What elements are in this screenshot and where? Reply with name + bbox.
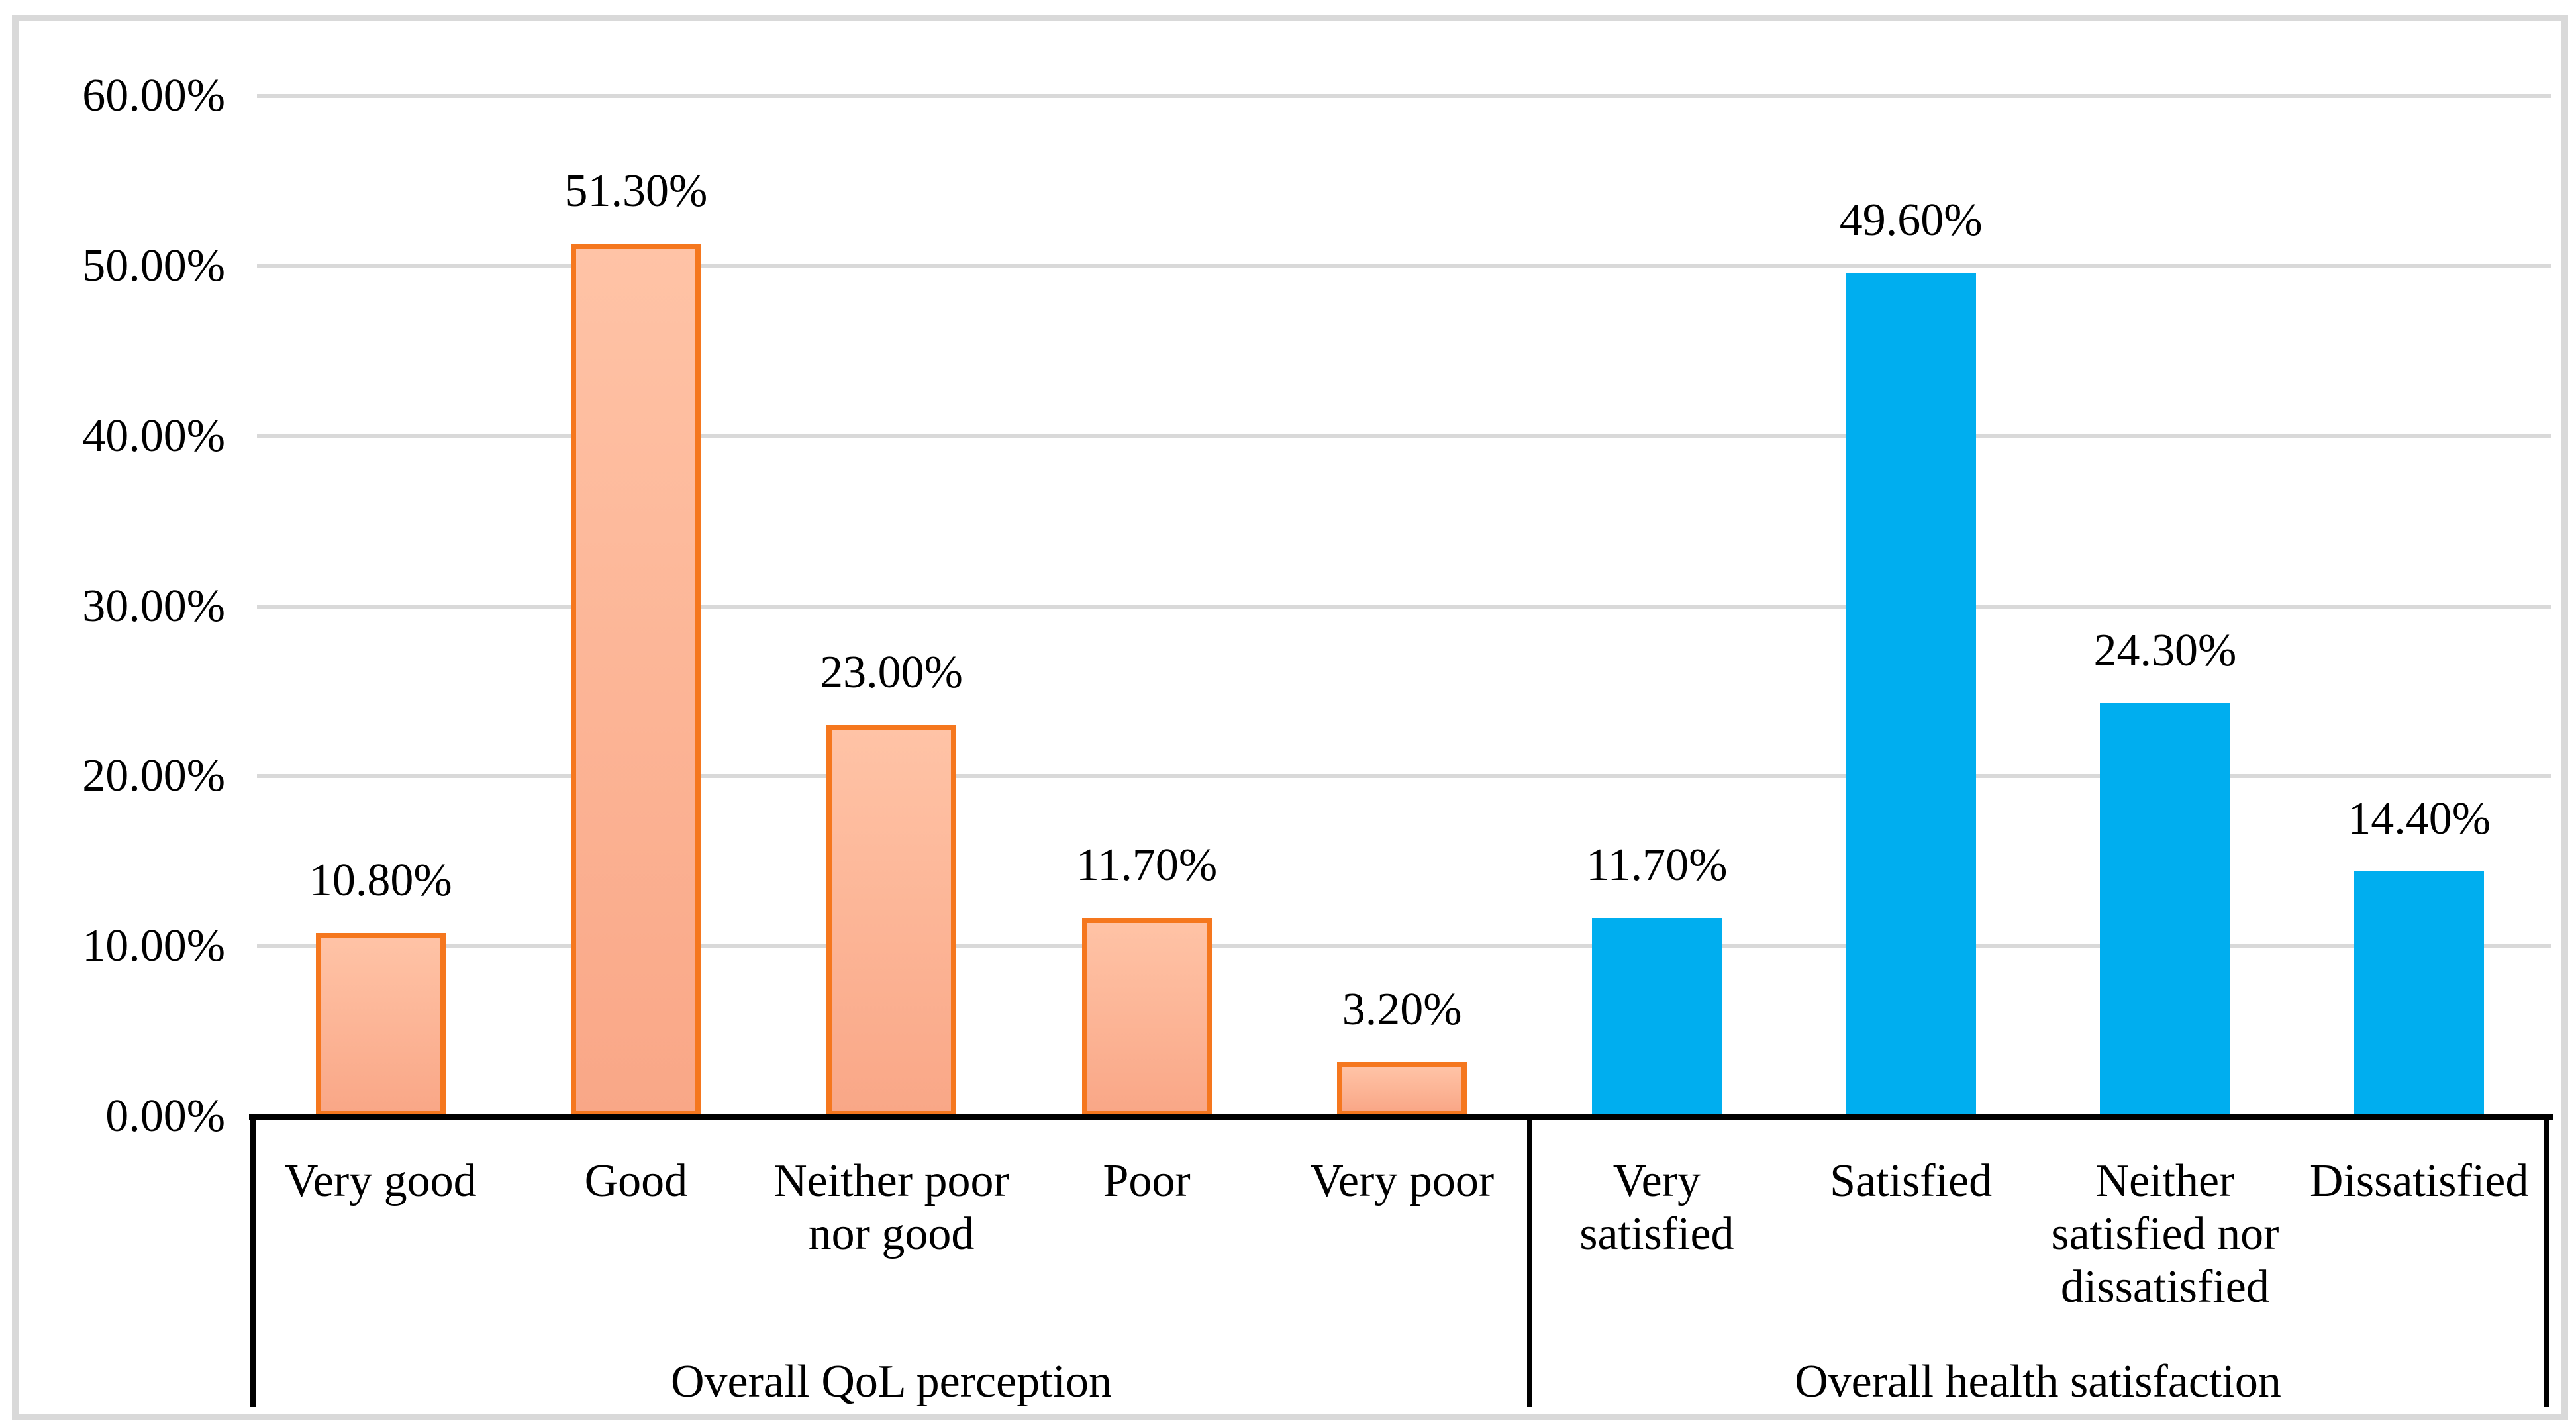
gridline-60pct xyxy=(257,94,2551,98)
category-box-left-border xyxy=(250,1114,256,1407)
y-tick-label-50pct: 50.00% xyxy=(82,240,225,291)
bar-value-label-poor: 11.70% xyxy=(1075,839,1218,891)
bar-very-good xyxy=(315,932,446,1116)
bar-value-label-dissatisfied: 14.40% xyxy=(2348,793,2491,845)
category-label-neither-satisfied-nor-dissatisfied: Neither satisfied nor dissatisfied xyxy=(2051,1155,2279,1312)
bar-value-label-neither-poor-nor-good: 23.00% xyxy=(820,647,963,699)
y-tick-label-20pct: 20.00% xyxy=(82,750,225,802)
bar-value-label-very-good: 10.80% xyxy=(309,854,452,906)
bar-very-poor xyxy=(1337,1061,1467,1116)
category-label-neither-poor-nor-good: Neither poor nor good xyxy=(773,1155,1009,1259)
gridline-10pct xyxy=(257,944,2551,949)
category-label-good: Good xyxy=(584,1155,688,1206)
gridline-50pct xyxy=(257,264,2551,268)
x-axis-line xyxy=(249,1114,2553,1120)
category-label-dissatisfied: Dissatisfied xyxy=(2309,1155,2529,1206)
bar-value-label-very-poor: 3.20% xyxy=(1342,983,1462,1035)
bar-dissatisfied xyxy=(2354,871,2485,1116)
y-tick-label-0pct: 0.00% xyxy=(105,1091,225,1142)
bar-poor xyxy=(1081,917,1212,1116)
y-tick-label-60pct: 60.00% xyxy=(82,70,225,121)
bar-value-label-neither-satisfied-nor-dissatisfied: 24.30% xyxy=(2093,624,2237,676)
bar-neither-poor-nor-good xyxy=(826,725,956,1116)
category-label-very-poor: Very poor xyxy=(1310,1155,1495,1206)
bar-value-label-satisfied: 49.60% xyxy=(1839,195,1983,246)
bar-very-satisfied xyxy=(1591,917,1722,1116)
y-tick-label-30pct: 30.00% xyxy=(82,580,225,632)
category-axis-divider xyxy=(1527,1114,1532,1407)
category-label-satisfied: Satisfied xyxy=(1830,1155,1993,1206)
category-box-right-border xyxy=(2544,1114,2549,1407)
category-label-poor: Poor xyxy=(1103,1155,1191,1206)
gridline-40pct xyxy=(257,434,2551,438)
bar-value-label-good: 51.30% xyxy=(564,166,708,217)
y-tick-label-10pct: 10.00% xyxy=(82,920,225,972)
gridline-30pct xyxy=(257,604,2551,609)
group-title-overall-health-satisfaction: Overall health satisfaction xyxy=(1795,1356,2281,1407)
gridline-20pct xyxy=(257,774,2551,779)
bar-value-label-very-satisfied: 11.70% xyxy=(1586,839,1728,891)
bar-good xyxy=(571,244,701,1116)
category-label-very-good: Very good xyxy=(284,1155,477,1206)
bar-satisfied xyxy=(1846,273,1976,1116)
group-title-overall-qol-perception: Overall QoL perception xyxy=(670,1356,1113,1407)
y-tick-label-40pct: 40.00% xyxy=(82,410,225,462)
category-label-very-satisfied: Very satisfied xyxy=(1579,1155,1734,1259)
bar-neither-satisfied-nor-dissatisfied xyxy=(2100,703,2230,1116)
